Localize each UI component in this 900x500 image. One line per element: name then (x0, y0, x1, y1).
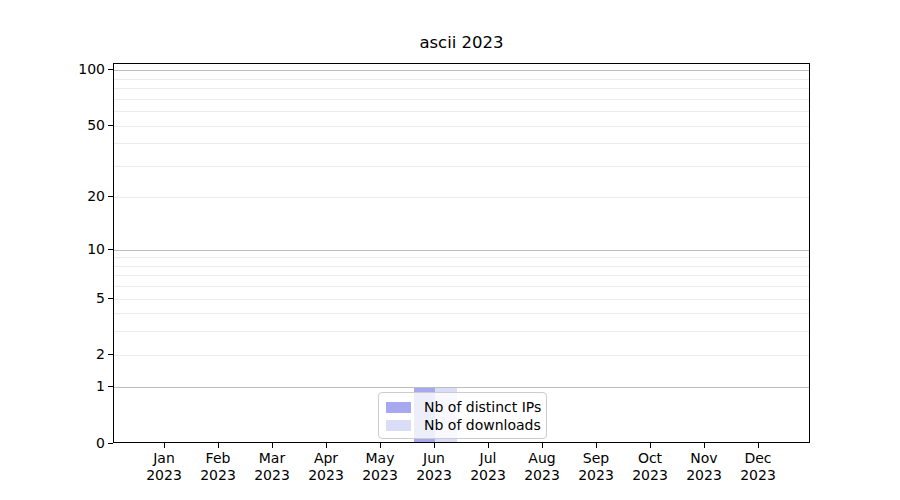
legend-swatch-distinct-ips (386, 402, 411, 413)
legend-item-downloads: Nb of downloads (386, 416, 537, 434)
y-tick-label: 5 (55, 290, 105, 307)
gridline-minor (114, 166, 809, 167)
gridline-minor (114, 266, 809, 267)
x-tick-label: Jun 2023 (404, 450, 464, 484)
x-tick-mark (164, 443, 165, 448)
x-tick-mark (326, 443, 327, 448)
gridline-minor (114, 88, 809, 89)
legend: Nb of distinct IPs Nb of downloads (378, 392, 547, 439)
x-tick-label: Jan 2023 (134, 450, 194, 484)
gridline-minor (114, 331, 809, 332)
gridline-minor (114, 79, 809, 80)
x-tick-mark (542, 443, 543, 448)
gridline-minor (114, 99, 809, 100)
x-tick-mark (704, 443, 705, 448)
y-tick-label: 2 (55, 346, 105, 363)
gridline-minor (114, 313, 809, 314)
gridline-minor (114, 197, 809, 198)
y-tick-label: 0 (55, 435, 105, 452)
x-tick-mark (596, 443, 597, 448)
x-tick-label: Dec 2023 (728, 450, 788, 484)
gridline-major (114, 250, 809, 251)
plot-inner (114, 64, 809, 442)
x-tick-label: May 2023 (350, 450, 410, 484)
gridline-major (114, 70, 809, 71)
y-tick-label: 100 (55, 61, 105, 78)
x-tick-mark (650, 443, 651, 448)
x-tick-label: Sep 2023 (566, 450, 626, 484)
plot-area (113, 63, 810, 443)
y-tick-label: 20 (55, 188, 105, 205)
x-tick-mark (434, 443, 435, 448)
legend-label-distinct-ips: Nb of distinct IPs (424, 398, 541, 416)
x-tick-label: Jul 2023 (458, 450, 518, 484)
y-tick-label: 50 (55, 117, 105, 134)
x-tick-label: Aug 2023 (512, 450, 572, 484)
gridline-major (114, 387, 809, 388)
gridline-minor (114, 355, 809, 356)
x-tick-mark (380, 443, 381, 448)
gridline-minor (114, 257, 809, 258)
legend-label-downloads: Nb of downloads (424, 416, 541, 434)
y-tick-label: 1 (55, 378, 105, 395)
gridline-minor (114, 143, 809, 144)
legend-item-distinct-ips: Nb of distinct IPs (386, 398, 537, 416)
x-tick-mark (488, 443, 489, 448)
legend-swatch-downloads (386, 420, 411, 431)
x-tick-label: Nov 2023 (674, 450, 734, 484)
x-tick-mark (218, 443, 219, 448)
x-tick-label: Apr 2023 (296, 450, 356, 484)
x-tick-label: Oct 2023 (620, 450, 680, 484)
x-tick-label: Mar 2023 (242, 450, 302, 484)
gridline-minor (114, 286, 809, 287)
gridline-minor (114, 126, 809, 127)
gridline-minor (114, 111, 809, 112)
gridline-minor (114, 275, 809, 276)
gridline-minor (114, 299, 809, 300)
x-tick-mark (272, 443, 273, 448)
x-tick-mark (758, 443, 759, 448)
figure: ascii 2023 0 1 2 5 10 20 50 100 Jan 2023Feb 2023… (0, 0, 900, 500)
y-tick-label: 10 (55, 241, 105, 258)
x-tick-label: Feb 2023 (188, 450, 248, 484)
chart-title: ascii 2023 (113, 33, 810, 52)
